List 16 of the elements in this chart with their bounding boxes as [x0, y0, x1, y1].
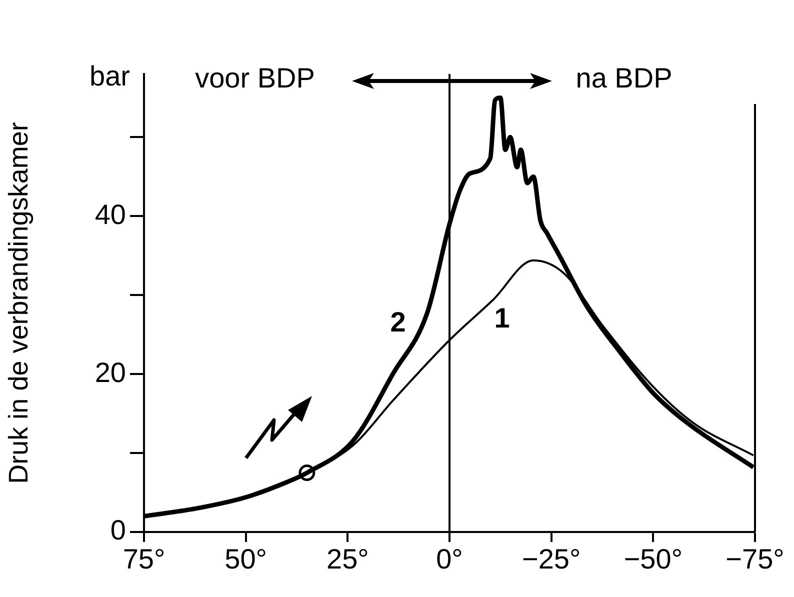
x-tick-label: 50° — [224, 544, 268, 575]
annotation: 1 — [494, 302, 510, 334]
y-axis-title: Druk in de verbrandingskamer — [4, 122, 34, 484]
x-tick-label: 75° — [122, 544, 166, 575]
annotation: 2 — [390, 306, 406, 338]
x-tick-label: −50° — [624, 544, 683, 575]
annotation: voor BDP — [195, 62, 315, 94]
x-tick-label: −25° — [522, 544, 581, 575]
y-tick-label: 40 — [94, 198, 126, 230]
y-tick-label: 20 — [94, 356, 126, 388]
annotation: na BDP — [576, 62, 672, 94]
x-tick-label: 25° — [326, 544, 369, 575]
text: bar — [90, 60, 130, 92]
x-tick-label: −75° — [726, 544, 784, 575]
x-tick-label: 0° — [436, 544, 463, 575]
y-tick-label: 0 — [110, 514, 126, 546]
